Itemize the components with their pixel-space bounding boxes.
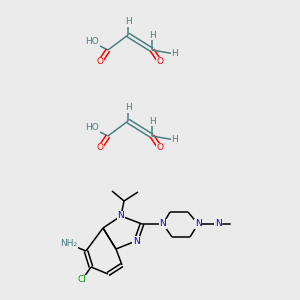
Text: O: O [157,58,164,67]
Text: N: N [214,220,221,229]
Text: NH₂: NH₂ [60,239,78,248]
Text: H: H [124,17,131,26]
Text: H: H [172,136,178,145]
Text: HO: HO [85,124,99,133]
Text: H: H [148,31,155,40]
Text: N: N [195,220,201,229]
Text: H: H [172,50,178,58]
Text: O: O [157,143,164,152]
Text: N: N [118,212,124,220]
Text: N: N [133,236,140,245]
Text: O: O [97,143,104,152]
Text: H: H [148,116,155,125]
Text: Cl: Cl [78,275,86,284]
Text: HO: HO [85,38,99,46]
Text: N: N [160,220,167,229]
Text: H: H [124,103,131,112]
Text: O: O [97,58,104,67]
